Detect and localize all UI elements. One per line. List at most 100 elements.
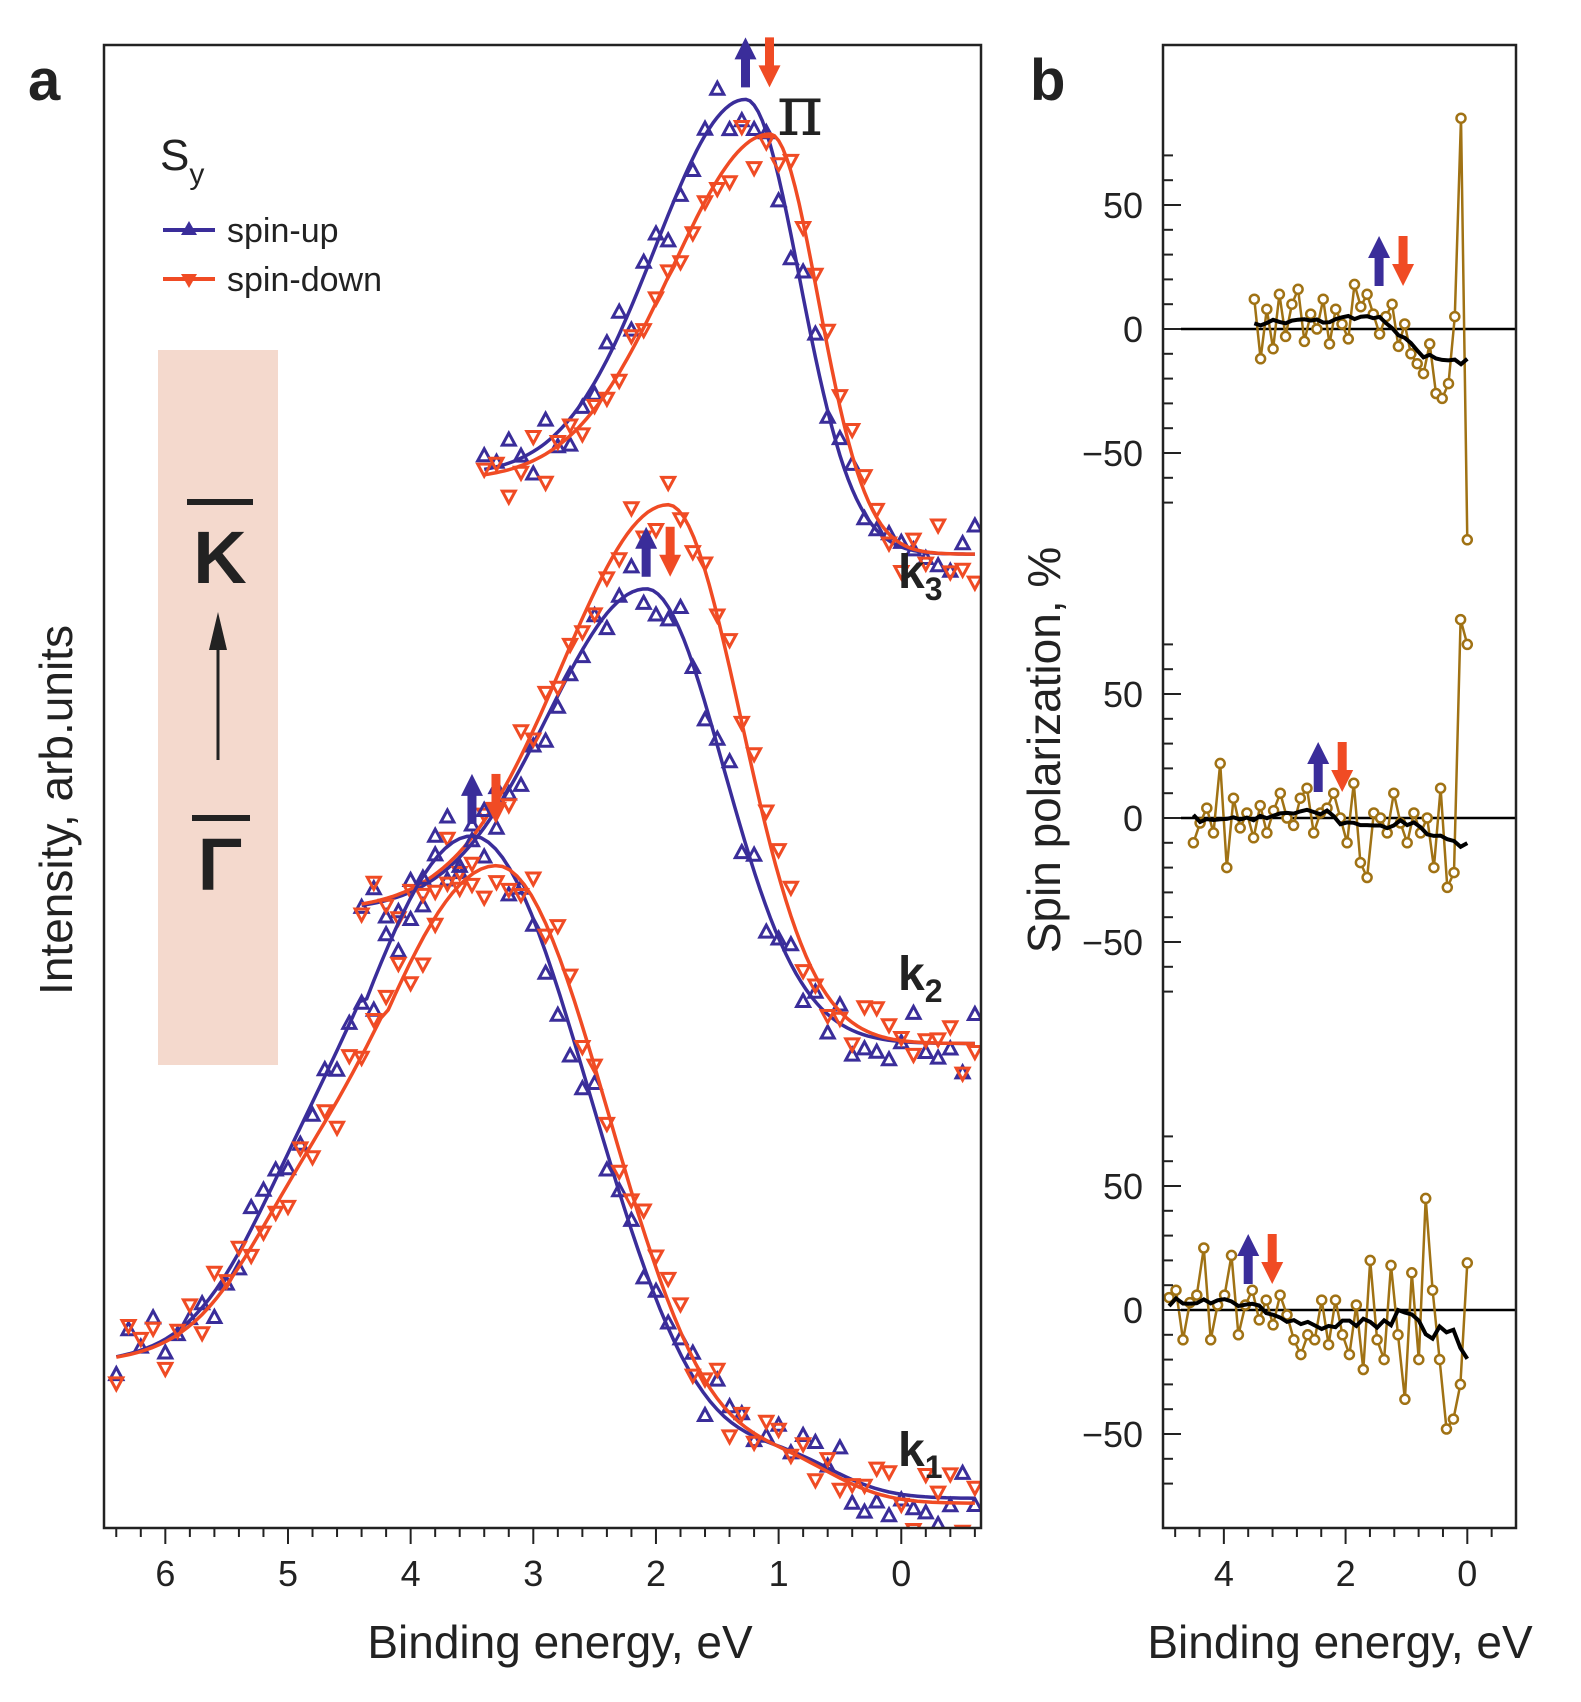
- k3-polarization-point-12: [1323, 338, 1336, 350]
- k2-spin-up-point-42: [867, 1042, 886, 1059]
- k2-polarization-point-9: [1247, 832, 1260, 844]
- k1-polarization-point-43: [1461, 1257, 1474, 1269]
- k2-spin-down-point-37: [806, 978, 825, 996]
- k3-spin-down-point-13: [634, 323, 653, 340]
- k2-spin-down-point-9: [462, 856, 482, 874]
- x-tick-label-4: 4: [401, 1553, 421, 1594]
- k1-polarization-point-27: [1350, 1299, 1363, 1311]
- k2-spin-down-point-16: [548, 680, 567, 698]
- panel-b-x-label: Binding energy, eV: [1147, 1616, 1533, 1668]
- k2-label: k2: [898, 948, 943, 1009]
- k2-polarization-point-36: [1428, 861, 1440, 874]
- k2-spin-down-arrow-shaft: [665, 526, 675, 557]
- k3-spin-down-point-7: [561, 418, 580, 436]
- k3-spin-up-point-19: [708, 79, 727, 96]
- k1-spin-down-arrow-head: [484, 801, 507, 824]
- k1-polarization-point-15: [1267, 1319, 1279, 1331]
- k1-spin-down-point-34: [524, 871, 543, 889]
- k3-spin-up-point-3: [511, 445, 531, 463]
- k1-spin-down-point-61: [855, 1478, 874, 1496]
- k2-polarization-point-21: [1327, 787, 1340, 799]
- k2-spin-up-arrow-head: [635, 526, 658, 549]
- k3-spin-up-point-18: [695, 119, 715, 136]
- k2-spin-down-point-0: [352, 907, 371, 925]
- k3-spin-up-point-39: [953, 533, 972, 551]
- k2-spin-down-point-32: [745, 747, 764, 764]
- k1-spin-up-point-52: [745, 1430, 764, 1448]
- k3-polarization-point-23: [1392, 340, 1405, 353]
- k3-spin-up-point-27: [806, 323, 825, 341]
- k2-spin-down-point-19: [585, 607, 604, 625]
- k2-polarization-point-6: [1227, 792, 1240, 804]
- b-k1-spin-up-arrow-head: [1237, 1234, 1260, 1256]
- k1-polarization-point-5: [1198, 1242, 1210, 1254]
- k2-polarization-point-23: [1341, 837, 1353, 849]
- k3-polarization-point-13: [1329, 303, 1342, 315]
- k1-spin-down-point-28: [450, 881, 469, 899]
- k3-spin-down-point-11: [610, 373, 629, 391]
- k2-spin-up-point-17: [561, 664, 580, 682]
- k3-spin-down-point-37: [929, 518, 948, 536]
- legend-spin-down-marker: [181, 274, 197, 288]
- k2-spin-down-fit-line: [361, 502, 975, 1046]
- k2-spin-up-point-20: [597, 618, 616, 636]
- k3-spin-up-arrow-head: [734, 37, 757, 60]
- k3-spin-down-point-25: [781, 153, 800, 171]
- legend-spin-up: spin-up: [163, 212, 339, 250]
- k2-spin-down-point-28: [695, 556, 715, 574]
- k2-spin-down-point-41: [855, 1000, 874, 1017]
- k2-spin-up-point-38: [818, 1022, 837, 1040]
- k1-spin-up-point-45: [659, 1312, 678, 1330]
- k2-spin-up-point-9: [462, 814, 482, 832]
- k1-spin-down-point-18: [327, 1120, 347, 1138]
- k1-spin-up-point-0: [107, 1364, 126, 1382]
- k1-spin-down-point-0: [107, 1376, 126, 1394]
- k1-spin-up-point-41: [610, 1180, 629, 1198]
- k3-spin-down-point-19: [708, 182, 727, 199]
- k3-spin-down-point-2: [499, 489, 518, 507]
- k1-spin-down-point-45: [659, 1271, 678, 1289]
- k1-spin-down-point-20: [352, 1050, 371, 1068]
- k3-polarization-point-1: [1254, 353, 1267, 365]
- k2-spin-up-point-10: [475, 846, 494, 864]
- k1-spin-up-point-48: [695, 1405, 715, 1422]
- k2-spin-up-point-41: [855, 1038, 874, 1056]
- k2-spin-down-point-38: [818, 1009, 837, 1026]
- k2-y-tick-label: 0: [1123, 798, 1143, 839]
- k2-spin-up-point-13: [511, 775, 531, 792]
- k2-spin-up-point-28: [695, 709, 715, 727]
- k2-spin-down-point-49: [953, 1066, 972, 1084]
- k3-polarization-point-7: [1292, 283, 1304, 296]
- k2-spin-down-point-42: [867, 1001, 886, 1018]
- panel-b-frame: [1161, 43, 1518, 1530]
- k1-polarization-point-34: [1399, 1393, 1411, 1406]
- k2-spin-down-point-8: [450, 866, 469, 883]
- k3-spin-up-point-11: [610, 302, 629, 319]
- x-tick-label-5: 5: [278, 1553, 298, 1594]
- k2-spin-down-point-47: [929, 1032, 948, 1050]
- k3-spin-down-point-31: [855, 469, 874, 486]
- k3-spin-up-point-28: [818, 407, 837, 424]
- k2-spin-down-point-43: [879, 1018, 899, 1035]
- k3-polarization-point-11: [1317, 293, 1329, 305]
- k2-spin-down-point-5: [413, 887, 432, 905]
- k3-spin-down-point-29: [830, 389, 849, 406]
- direction-arrow-head: [209, 612, 227, 650]
- k1-spin-down-point-42: [622, 1193, 641, 1211]
- k2-spin-down-point-17: [561, 637, 580, 655]
- k1-spin-up-point-44: [646, 1281, 666, 1298]
- k1-spin-up-point-49: [708, 1369, 727, 1387]
- k1-spin-up-point-38: [573, 1078, 592, 1096]
- k1-y-tick-label: 0: [1123, 1290, 1143, 1331]
- k2-spin-down-point-48: [941, 1020, 960, 1037]
- k3-spin-down-point-24: [769, 157, 788, 174]
- k3-polarization-point-5: [1279, 330, 1292, 343]
- k2-polarization-point-32: [1401, 837, 1413, 849]
- k2-polarization-point-24: [1348, 777, 1360, 790]
- k3-spin-down-point-0: [475, 462, 494, 480]
- k2-spin-up-point-36: [794, 991, 813, 1008]
- k2-spin-up-point-27: [683, 657, 702, 674]
- k3-spin-up-point-26: [794, 261, 813, 279]
- k3-spin-down-point-8: [573, 427, 592, 445]
- k2-polarization-point-40: [1454, 613, 1467, 626]
